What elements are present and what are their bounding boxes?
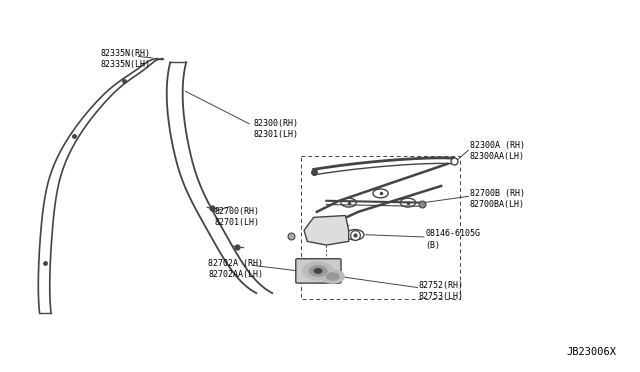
Circle shape: [321, 270, 344, 283]
Text: 82300(RH)
82301(LH): 82300(RH) 82301(LH): [253, 119, 298, 139]
Circle shape: [303, 262, 333, 280]
Text: 82700B (RH)
82700BA(LH): 82700B (RH) 82700BA(LH): [470, 189, 525, 209]
FancyBboxPatch shape: [296, 259, 341, 283]
Circle shape: [309, 266, 327, 276]
Text: 82752(RH)
82753(LH): 82752(RH) 82753(LH): [419, 281, 464, 301]
Text: JB23006X: JB23006X: [566, 347, 616, 357]
Polygon shape: [304, 215, 349, 245]
Text: 82335N(RH)
82335N(LH): 82335N(RH) 82335N(LH): [100, 49, 150, 69]
Text: 82300A (RH)
82300AA(LH): 82300A (RH) 82300AA(LH): [470, 141, 525, 161]
Text: 82702A (RH)
82702AA(LH): 82702A (RH) 82702AA(LH): [209, 259, 264, 279]
Text: 08146-6105G
(B): 08146-6105G (B): [425, 230, 480, 250]
Circle shape: [314, 269, 322, 273]
Circle shape: [326, 273, 339, 280]
Text: 82700(RH)
82701(LH): 82700(RH) 82701(LH): [215, 207, 260, 227]
